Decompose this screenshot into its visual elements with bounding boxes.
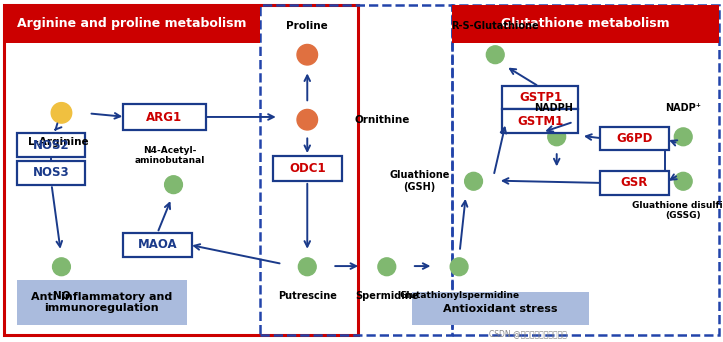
Text: Ornithine: Ornithine [354,115,410,125]
Ellipse shape [675,128,692,146]
FancyBboxPatch shape [502,109,578,133]
Text: Antioxidant stress: Antioxidant stress [443,304,558,314]
Text: GSTP1: GSTP1 [519,91,562,104]
FancyBboxPatch shape [502,86,578,109]
Text: NOS3: NOS3 [33,166,69,179]
Text: Proline: Proline [286,21,328,31]
Ellipse shape [53,258,70,276]
Ellipse shape [675,172,692,190]
Text: R-S-Glutathione: R-S-Glutathione [451,21,539,31]
FancyBboxPatch shape [123,104,206,130]
Text: Putrescine: Putrescine [278,291,337,301]
Text: NO: NO [53,291,70,301]
Ellipse shape [465,172,482,190]
Text: NOS2: NOS2 [33,139,69,152]
Text: Glutathionylspermidine: Glutathionylspermidine [399,291,519,300]
Text: N4-Acetyl-
aminobutanal: N4-Acetyl- aminobutanal [134,146,205,165]
Text: MAOA: MAOA [137,238,177,251]
FancyBboxPatch shape [17,133,85,157]
Text: NADPH: NADPH [534,103,573,113]
Ellipse shape [297,109,317,130]
FancyBboxPatch shape [600,171,669,195]
FancyBboxPatch shape [412,292,589,325]
Ellipse shape [487,46,504,64]
Ellipse shape [548,128,565,146]
Ellipse shape [299,258,316,276]
Ellipse shape [297,44,317,65]
Text: CSDN @代谢组学相关资讯分享: CSDN @代谢组学相关资讯分享 [489,330,567,339]
Text: Spermidine: Spermidine [355,291,419,301]
FancyBboxPatch shape [4,5,260,43]
FancyBboxPatch shape [17,280,187,325]
Text: Glutathione metabolism: Glutathione metabolism [501,17,670,30]
Text: G6PD: G6PD [616,132,653,145]
Text: Arginine and proline metabolism: Arginine and proline metabolism [17,17,247,30]
FancyBboxPatch shape [273,156,342,181]
Text: Anti-inflammatory and
immunoregulation: Anti-inflammatory and immunoregulation [31,292,172,314]
FancyBboxPatch shape [600,127,669,150]
Ellipse shape [165,176,182,194]
FancyBboxPatch shape [123,233,192,256]
Ellipse shape [378,258,395,276]
Text: L-Arginine: L-Arginine [27,137,88,147]
Text: GSR: GSR [621,176,648,189]
FancyBboxPatch shape [452,5,719,43]
Ellipse shape [51,103,72,123]
Text: NADP⁺: NADP⁺ [665,103,701,113]
Text: Gluathione disulfide
(GSSG): Gluathione disulfide (GSSG) [632,201,723,220]
Text: GSTM1: GSTM1 [518,115,563,128]
Text: Gluathione
(GSH): Gluathione (GSH) [389,170,450,192]
Ellipse shape [450,258,468,276]
Text: ARG1: ARG1 [147,110,182,124]
Text: ODC1: ODC1 [289,162,326,175]
FancyBboxPatch shape [17,161,85,185]
